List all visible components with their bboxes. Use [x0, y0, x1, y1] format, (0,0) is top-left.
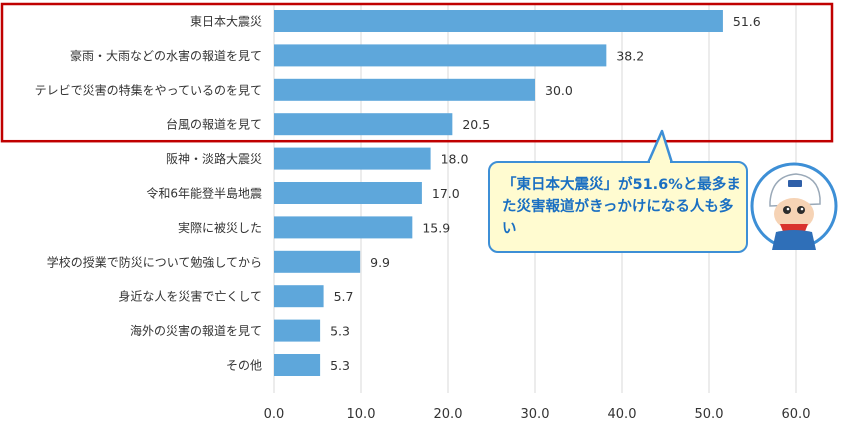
- value-label: 18.0: [441, 152, 469, 167]
- value-labels: 51.6 38.2 30.0 20.5 18.0 17.0 15.9 9.9 5.7 5.3 5.3: [330, 14, 761, 373]
- category-label: その他: [226, 359, 262, 373]
- bar: [274, 216, 413, 239]
- value-label: 5.3: [330, 324, 350, 339]
- value-label: 17.0: [432, 186, 460, 201]
- value-label: 9.9: [370, 255, 390, 270]
- category-label: テレビで災害の特集をやっているのを見て: [35, 82, 262, 97]
- category-labels: 東日本大震災豪雨・大雨などの水害の報道を見てテレビで災害の特集をやっているのを見…: [35, 15, 262, 373]
- bar: [274, 78, 535, 101]
- category-label: 実際に被災した: [178, 220, 262, 235]
- bar: [274, 182, 422, 204]
- bar: [274, 319, 321, 342]
- bar: [274, 285, 324, 308]
- bars: [274, 10, 723, 376]
- value-label: 51.6: [733, 14, 761, 29]
- value-label: 5.7: [334, 289, 354, 304]
- bar: [274, 44, 607, 67]
- category-label: 海外の災害の報道を見て: [130, 323, 262, 338]
- category-label: 東日本大震災: [190, 15, 262, 29]
- value-label: 38.2: [616, 48, 644, 63]
- bar: [274, 147, 431, 170]
- callout-pointer-seam: [650, 160, 670, 165]
- callout-box: 「東日本大震災」が51.6%と最多また災害報道がきっかけになる人も多い: [488, 161, 748, 253]
- category-label: 豪雨・大雨などの水害の報道を見て: [70, 48, 262, 63]
- category-label: 台風の報道を見て: [166, 117, 262, 132]
- value-label: 20.5: [462, 117, 490, 132]
- x-tick-label: 20.0: [434, 407, 463, 422]
- bar: [274, 354, 321, 376]
- category-label: 学校の授業で防災について勉強してから: [47, 254, 262, 269]
- value-label: 30.0: [545, 83, 573, 98]
- bar: [274, 10, 723, 32]
- category-label: 阪神・淡路大震災: [166, 151, 262, 166]
- x-axis-ticks: 0.0 10.0 20.0 30.0 40.0 50.0 60.0: [264, 407, 811, 422]
- bar: [274, 113, 453, 136]
- x-tick-label: 50.0: [695, 407, 724, 422]
- x-tick-label: 60.0: [782, 407, 811, 422]
- category-label: 令和6年能登半島地震: [146, 186, 262, 201]
- mascot-character-icon: [750, 162, 838, 250]
- bar: [274, 250, 361, 273]
- x-tick-label: 0.0: [264, 407, 285, 422]
- value-label: 15.9: [422, 220, 450, 235]
- x-tick-label: 40.0: [608, 407, 637, 422]
- x-tick-label: 10.0: [347, 407, 376, 422]
- value-label: 5.3: [330, 358, 350, 373]
- callout-pointer: [646, 129, 674, 165]
- highlight-box: [0, 2, 834, 143]
- category-label: 身近な人を災害で亡くして: [118, 289, 262, 304]
- x-tick-label: 30.0: [521, 407, 550, 422]
- callout-text: 「東日本大震災」が51.6%と最多また災害報道がきっかけになる人も多い: [502, 177, 741, 237]
